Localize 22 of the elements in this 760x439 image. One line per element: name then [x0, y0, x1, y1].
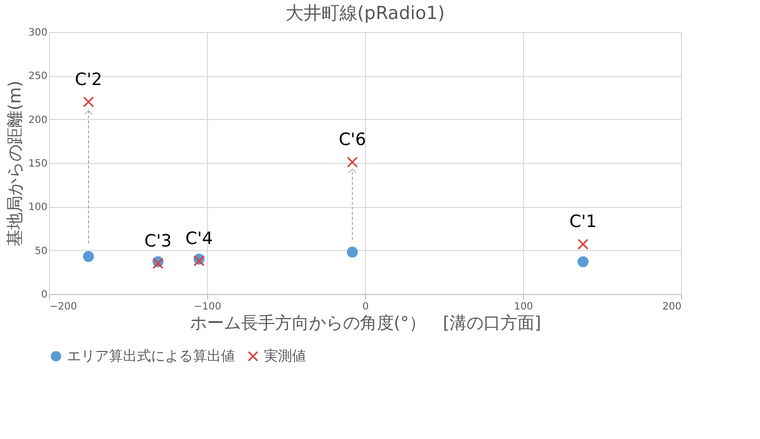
annotation: C'1	[569, 212, 597, 232]
y-tick-label: 200	[28, 114, 48, 126]
x-tick-label: −200	[50, 302, 77, 312]
x-tick-label: −100	[194, 302, 222, 312]
y-tick-label: 250	[28, 71, 48, 82]
y-tick-label: 100	[28, 202, 48, 214]
x-tick-label: 200	[662, 302, 682, 312]
legend-label: エリア算出式による算出値	[67, 348, 235, 364]
x-tick-label: 100	[514, 302, 534, 312]
y-axis-title: 基地局からの距離(m)	[5, 80, 26, 246]
x-tick-label: 0	[362, 302, 369, 312]
annotation: C'2	[74, 70, 102, 90]
annotation: C'6	[338, 130, 366, 150]
chart-title: 大井町線(pRadio1)	[285, 3, 445, 24]
y-tick-label: 50	[34, 246, 48, 257]
y-tick-label: 300	[28, 28, 48, 38]
y-tick-label: 150	[28, 158, 48, 170]
legend-label: 実測値	[264, 348, 306, 364]
annotation: C'4	[185, 228, 213, 249]
y-tick-label: 0	[41, 290, 48, 300]
x-axis-title: ホーム長手方向からの角度(°） [溝の口方面]	[190, 314, 542, 334]
annotation: C'3	[144, 231, 172, 252]
